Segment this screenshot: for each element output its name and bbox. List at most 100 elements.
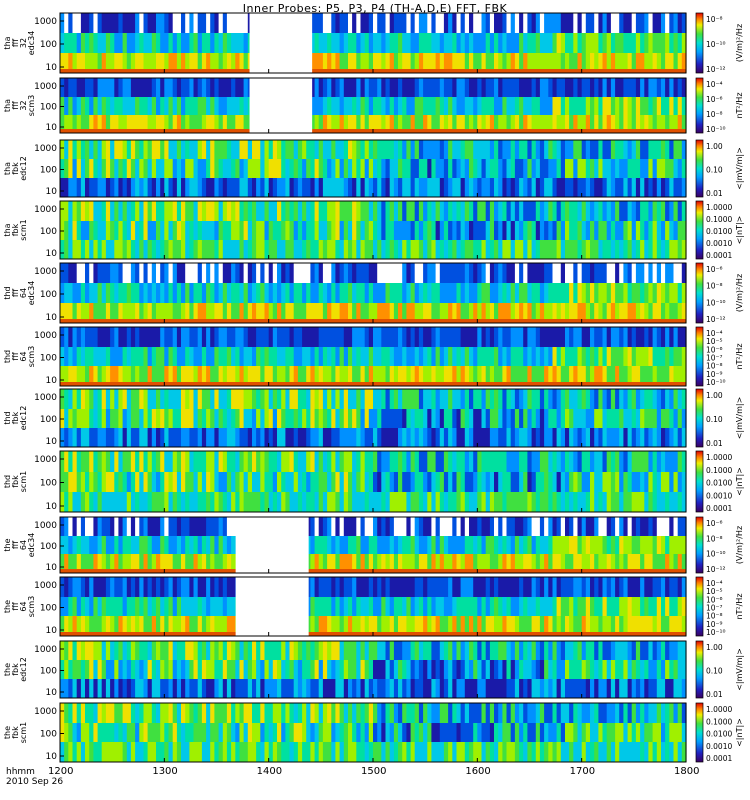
spectrogram-cell	[68, 389, 74, 409]
spectrogram-cell	[197, 679, 203, 698]
spectrogram-cell	[381, 554, 387, 573]
spectrogram-cell	[627, 616, 633, 636]
spectrogram-cell	[439, 33, 445, 53]
spectrogram-cell	[652, 536, 658, 554]
spectrogram-cell	[519, 428, 524, 447]
spectrogram-cell	[368, 240, 374, 259]
spectrogram-cell	[327, 577, 332, 597]
spectrogram-cell	[619, 303, 624, 323]
spectrogram-cell	[398, 536, 403, 554]
spectrogram-cell	[473, 201, 478, 221]
spectrogram-cell	[452, 13, 458, 33]
spectrogram-cell	[218, 536, 224, 554]
spectrogram-cell	[598, 597, 604, 616]
spectrogram-cell	[189, 178, 195, 197]
spectrogram-cell	[677, 347, 683, 366]
spectrogram-cell	[389, 78, 395, 97]
spectrogram-cell	[226, 33, 232, 53]
spectrogram-cell	[552, 451, 558, 472]
spectrogram-cell	[143, 536, 149, 554]
spectrogram-cell	[506, 389, 512, 409]
spectrogram-cell	[368, 679, 374, 698]
spectrogram-cell	[377, 517, 382, 536]
spectrogram-cell	[452, 97, 458, 115]
spectrogram-cell	[648, 13, 654, 33]
spectrogram-cell	[289, 389, 295, 409]
spectrogram-cell	[610, 33, 616, 53]
spectrogram-cell	[151, 517, 157, 536]
spectrogram-cell	[418, 472, 424, 492]
colorbar-tick-label: 10⁻⁸	[706, 282, 723, 291]
spectrogram-cell	[164, 616, 170, 636]
spectrogram-cell	[427, 303, 433, 323]
spectrogram-cell	[535, 366, 541, 386]
spectrogram-cell	[110, 577, 115, 597]
spectrogram-cell	[247, 240, 253, 259]
spectrogram-cell	[368, 641, 374, 660]
spectrogram-cell	[172, 159, 178, 178]
spectrogram-cell	[385, 451, 391, 472]
spectrogram-cell	[481, 517, 487, 536]
spectrogram-cell	[556, 597, 562, 616]
spectrogram-cell	[494, 366, 499, 386]
spectrogram-cell	[393, 201, 399, 221]
spectrogram-cell	[335, 221, 341, 240]
spectrogram-cell	[172, 492, 178, 512]
spectrogram-cell	[527, 347, 533, 366]
spectrogram-cell	[661, 97, 666, 115]
spectrogram-cell	[631, 492, 637, 512]
spectrogram-cell	[565, 451, 570, 472]
spectrogram-cell	[164, 679, 170, 698]
spectrogram-cell	[452, 201, 458, 221]
spectrogram-cell	[206, 115, 211, 133]
spectrogram-cell	[101, 577, 107, 597]
spectrogram-cell	[356, 577, 362, 597]
spectrogram-cell	[648, 283, 654, 303]
spectrogram-cell	[176, 577, 182, 597]
y-axis-label: thd	[3, 411, 12, 424]
spectrogram-cell	[590, 492, 595, 512]
spectrogram-cell	[573, 536, 579, 554]
spectrogram-cell	[310, 78, 316, 97]
spectrogram-cell	[185, 78, 190, 97]
spectrogram-cell	[122, 660, 128, 679]
spectrogram-cell	[640, 13, 645, 33]
spectrogram-cell	[673, 283, 679, 303]
spectrogram-cell	[548, 283, 554, 303]
spectrogram-cell	[423, 492, 428, 512]
spectrogram-cell	[389, 616, 395, 636]
spectrogram-cell	[656, 263, 662, 283]
spectrogram-cell	[431, 140, 437, 159]
spectrogram-cell	[164, 347, 170, 366]
spectrogram-cell	[669, 327, 675, 347]
spectrogram-cell	[602, 472, 608, 492]
spectrogram-cell	[443, 283, 449, 303]
spectrogram-cell	[231, 472, 236, 492]
colorbar-tick-label: 10⁻⁴	[706, 80, 723, 89]
spectrogram-cell	[239, 641, 245, 660]
spectrogram-cell	[565, 283, 570, 303]
spectrogram-cell	[176, 679, 182, 698]
spectrogram-cell	[172, 366, 178, 386]
spectrogram-cell	[126, 472, 132, 492]
spectrogram-cell	[185, 178, 190, 197]
spectrogram-cell	[226, 283, 232, 303]
spectrogram-cell	[181, 641, 186, 660]
spectrogram-cell	[331, 78, 337, 97]
spectrogram-cell	[97, 327, 103, 347]
spectrogram-cell	[581, 178, 587, 197]
spectrogram-cell	[60, 53, 65, 73]
spectrogram-cell	[151, 389, 157, 409]
spectrogram-cell	[176, 240, 182, 259]
spectrogram-cell	[656, 347, 662, 366]
spectrogram-cell	[544, 13, 549, 33]
spectrogram-cell	[610, 53, 616, 73]
spectrogram-cell	[264, 240, 270, 259]
spectrogram-cell	[661, 409, 666, 428]
colorbar-tick-label: 10⁻¹⁰	[706, 298, 726, 307]
spectrogram-cell	[531, 366, 537, 386]
spectrogram-cell	[335, 303, 341, 323]
spectrogram-cell	[410, 517, 416, 536]
spectrogram-cell	[105, 517, 111, 536]
spectrogram-cell	[176, 159, 182, 178]
